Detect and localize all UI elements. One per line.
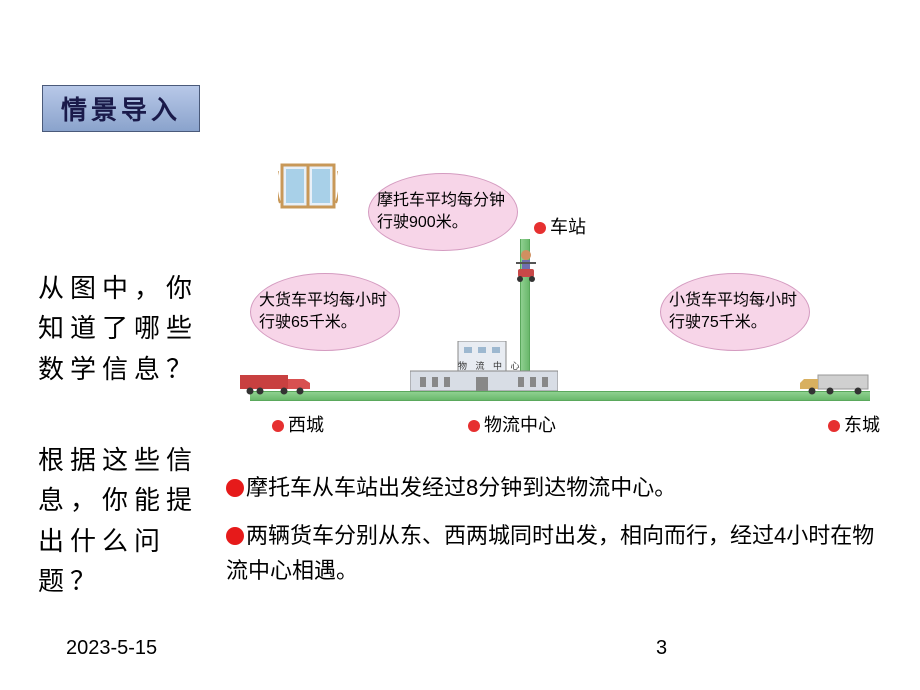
- fact-1-text: 摩托车从车站出发经过8分钟到达物流中心。: [246, 475, 676, 500]
- fact-1: 摩托车从车站出发经过8分钟到达物流中心。: [226, 470, 886, 505]
- small-truck-icon: [800, 373, 872, 395]
- horizontal-road: [250, 391, 870, 401]
- label-station: 车站: [534, 213, 586, 239]
- bubble-motorcycle-text: 摩托车平均每分钟行驶900米。: [377, 190, 509, 235]
- scene-diagram: 摩托车平均每分钟行驶900米。 大货车平均每小时行驶65千米。 小货车平均每小时…: [240, 155, 880, 435]
- fact-2-text: 两辆货车分别从东、西两城同时出发，相向而行，经过4小时在物流中心相遇。: [226, 523, 874, 583]
- dot-icon: [828, 420, 840, 432]
- section-title-text: 情景导入: [61, 95, 181, 125]
- window-icon: [278, 161, 338, 211]
- bullet-icon: [226, 479, 244, 497]
- building-sign-text: 物 流 中 心: [458, 359, 523, 372]
- dot-icon: [272, 420, 284, 432]
- label-east: 东城: [828, 411, 880, 437]
- section-title-badge: 情景导入: [42, 85, 200, 132]
- bubble-small-truck-text: 小货车平均每小时行驶75千米。: [669, 290, 801, 335]
- motorcycle-icon: [510, 247, 542, 283]
- bubble-motorcycle: 摩托车平均每分钟行驶900米。: [368, 173, 518, 251]
- footer-date: 2023-5-15: [66, 637, 157, 660]
- question-1: 从图中，你知道了哪些数学信息？: [38, 268, 208, 389]
- bubble-big-truck-text: 大货车平均每小时行驶65千米。: [259, 290, 391, 335]
- label-center: 物流中心: [468, 411, 556, 437]
- dot-icon: [468, 420, 480, 432]
- bullet-icon: [226, 527, 244, 545]
- dot-icon: [534, 222, 546, 234]
- bubble-small-truck: 小货车平均每小时行驶75千米。: [660, 273, 810, 351]
- fact-2: 两辆货车分别从东、西两城同时出发，相向而行，经过4小时在物流中心相遇。: [226, 518, 886, 588]
- question-2: 根据这些信息，你能提出什么问题？: [38, 440, 208, 601]
- bubble-big-truck: 大货车平均每小时行驶65千米。: [250, 273, 400, 351]
- footer-page-number: 3: [656, 637, 667, 660]
- big-truck-icon: [240, 373, 312, 395]
- label-west: 西城: [272, 411, 324, 437]
